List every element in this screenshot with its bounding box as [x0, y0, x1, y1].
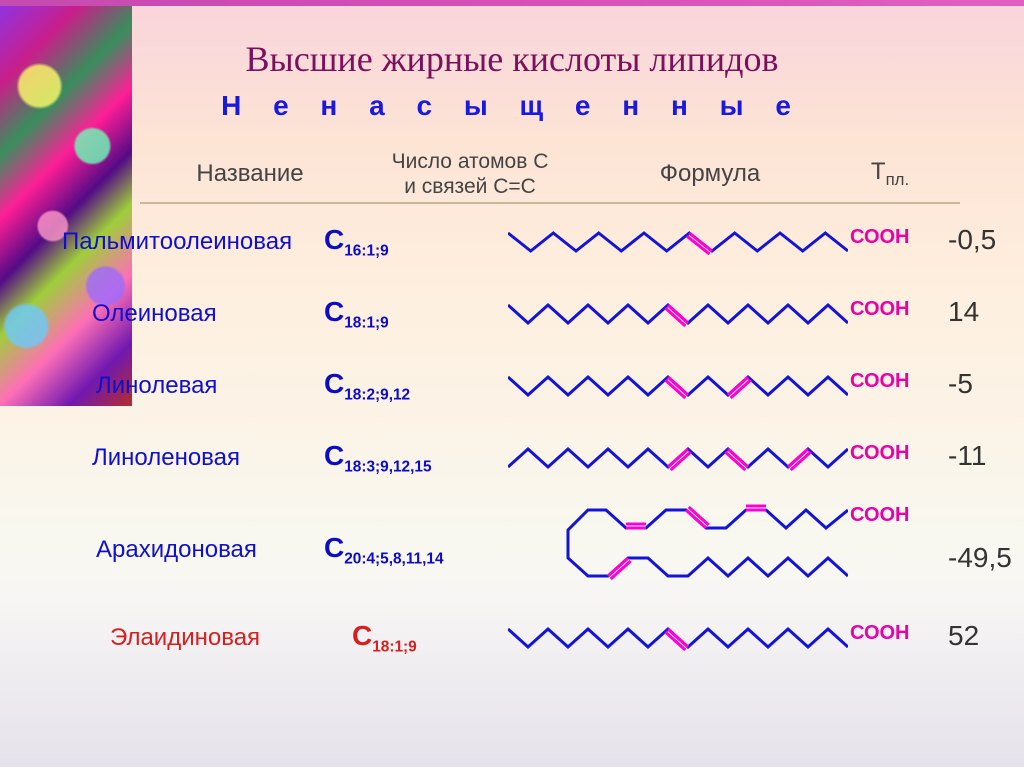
melting-point: -5: [948, 368, 973, 400]
melting-point: -49,5: [948, 542, 1012, 574]
acid-chain-diagram: [508, 360, 848, 410]
header-tmp-sub: пл.: [886, 170, 910, 189]
header-tmp-base: Т: [871, 158, 886, 185]
header-formula: Формула: [580, 160, 840, 188]
cooh-label: СООН: [850, 226, 910, 249]
acid-name: Линолевая: [96, 372, 217, 400]
top-border-decoration: [0, 0, 1024, 6]
cooh-label: СООН: [850, 622, 910, 645]
header-tmp: Тпл.: [840, 158, 940, 190]
table-row: Линолевая С18:2;9,12 СООН -5: [62, 354, 1002, 426]
acid-notation: С18:2;9,12: [324, 368, 410, 405]
table-row: Пальмитоолеиновая С16:1;9 СООН -0,5: [62, 210, 1002, 282]
acid-notation: С16:1;9: [324, 224, 389, 261]
acid-name: Элаидиновая: [110, 624, 260, 652]
table-row: Линоленовая С18:3;9,12,15 СООН -11: [62, 426, 1002, 498]
table-row: АрахидоноваяС20:4;5,8,11,14 СООН-49,5: [62, 498, 1002, 606]
acid-chain-diagram: [508, 216, 848, 266]
header-atoms-l1: Число атомов С: [392, 150, 549, 173]
acid-chain-diagram: [508, 500, 848, 588]
cooh-label: СООН: [850, 298, 910, 321]
acid-name: Пальмитоолеиновая: [62, 228, 292, 256]
header-atoms-l2: и связей С=С: [404, 175, 536, 198]
page-subtitle: Н е н а с ы щ е н н ы е: [0, 90, 1024, 122]
header-atoms: Число атомов С и связей С=С: [360, 149, 580, 199]
melting-point: 52: [948, 620, 979, 652]
acid-notation: С18:1;9: [352, 620, 417, 657]
header-name: Название: [140, 160, 360, 188]
melting-point: -0,5: [948, 224, 996, 256]
table-row: Олеиновая С18:1;9 СООН 14: [62, 282, 1002, 354]
acid-notation: С18:1;9: [324, 296, 389, 333]
melting-point: -11: [948, 440, 986, 472]
cooh-label: СООН: [850, 370, 910, 393]
acid-name: Линоленовая: [92, 444, 240, 472]
cooh-label: СООН: [850, 442, 910, 465]
table-body: Пальмитоолеиновая С16:1;9 СООН -0,5 Олеинов…: [62, 210, 1002, 670]
page-title: Высшие жирные кислоты липидов: [0, 38, 1024, 80]
acid-notation: С20:4;5,8,11,14: [324, 532, 444, 569]
acid-chain-diagram: [508, 288, 848, 338]
melting-point: 14: [948, 296, 979, 328]
acid-name: Олеиновая: [92, 300, 217, 328]
cooh-label: СООН: [850, 504, 910, 527]
acid-chain-diagram: [508, 612, 848, 662]
acid-name: Арахидоновая: [96, 536, 257, 564]
table-header: Название Число атомов С и связей С=С Фор…: [140, 146, 960, 204]
table-row: Элаидиновая С18:1;9 СООН 52: [62, 606, 1002, 670]
acid-chain-diagram: [508, 432, 848, 482]
acid-notation: С18:3;9,12,15: [324, 440, 432, 477]
